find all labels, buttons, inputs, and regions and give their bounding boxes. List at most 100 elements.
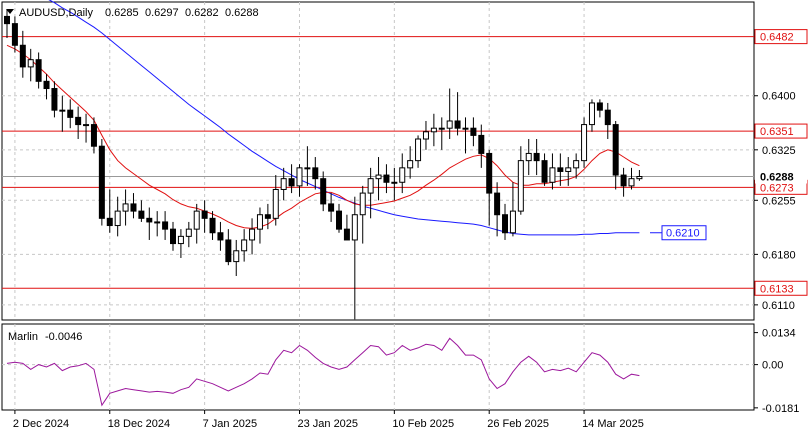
level-label: 0.6133 [760, 283, 794, 295]
candle-bear [35, 59, 42, 82]
candle-bear [138, 210, 145, 219]
candle-bull [367, 178, 374, 194]
candle-bull [525, 152, 532, 162]
candle-bear [604, 109, 611, 126]
indicator-value: -0.0046 [45, 331, 82, 343]
ohlc-low: 0.6282 [185, 7, 219, 19]
candle-bear [557, 167, 564, 172]
candle-bear [19, 44, 26, 68]
time-tick-label: 14 Mar 2025 [582, 418, 644, 430]
candle-bull [177, 235, 184, 245]
candle-bear [343, 228, 350, 241]
candle-bear [312, 167, 319, 180]
time-axis: 2 Dec 2024 18 Dec 2024 7 Jan 2025 23 Jan 20… [13, 410, 644, 430]
candle-bear [146, 217, 153, 223]
candle-bull [83, 124, 90, 127]
candle-bull [636, 176, 643, 180]
candle-bear [383, 174, 390, 183]
level-label-box [754, 280, 808, 296]
level-label: 0.6351 [760, 126, 794, 138]
price-tick-label: 0.6110 [762, 300, 795, 312]
indicator-name: Marlin [8, 331, 38, 343]
candle-bull [407, 160, 414, 169]
candle-bull [249, 228, 256, 241]
ohlc-close: 0.6288 [225, 7, 259, 19]
candle-bull [391, 181, 398, 184]
current-price-box [755, 169, 807, 184]
candle-bull [549, 167, 556, 183]
price-pane [1, 1, 755, 321]
candle-bear [494, 192, 501, 216]
level-label-box [754, 123, 808, 139]
candle-bull [122, 203, 129, 212]
candle-bull [588, 102, 595, 126]
candle-bear [486, 152, 493, 194]
candle-bear [612, 124, 619, 176]
candle-bear [170, 228, 177, 245]
candle-bull [256, 214, 263, 230]
grid-layer [2, 2, 754, 410]
candle-bull [272, 188, 279, 219]
candle-bear [328, 203, 335, 212]
price-tick-label: 0.6255 [762, 195, 796, 207]
price-tick-label: 0.6325 [762, 145, 796, 157]
symbol-name: AUDUSD,Daily [19, 7, 93, 19]
indicator-tick-label: 0.0134 [762, 328, 796, 340]
candle-bear [162, 221, 169, 230]
candle-bear [596, 102, 603, 111]
candle-bear [533, 152, 540, 162]
candle-bull [399, 167, 406, 183]
candle-bull [351, 214, 358, 241]
candle-bear [288, 178, 295, 187]
candlesticks [4, 9, 643, 320]
time-tick-label: 23 Jan 2025 [297, 418, 358, 430]
candle-bull [233, 250, 240, 263]
current-price-label: 0.6288 [760, 172, 794, 184]
level-label: 0.6273 [760, 182, 794, 194]
candle-bull [415, 138, 422, 162]
time-tick-label: 7 Jan 2025 [203, 418, 257, 430]
candle-bear [502, 214, 509, 234]
ma-slow-label: 0.6210 [666, 228, 700, 240]
candle-bear [225, 239, 232, 263]
candle-bull [185, 228, 192, 237]
candle-bull [241, 239, 248, 252]
price-tick-label: 0.6180 [762, 249, 796, 261]
candle-bear [264, 214, 271, 219]
level-label-box [754, 29, 808, 45]
time-tick-label: 18 Dec 2024 [108, 418, 170, 430]
indicator-pane [1, 323, 755, 411]
marlin-series [6, 337, 640, 407]
candle-bull [581, 124, 588, 162]
candle-bear [209, 217, 216, 234]
candle-bull [509, 210, 516, 234]
candle-bull [296, 167, 303, 187]
candle-bull [375, 174, 382, 180]
candle-bull [446, 120, 453, 129]
candle-bull [59, 109, 66, 112]
candle-bear [43, 80, 50, 90]
candle-bear [201, 210, 208, 219]
candle-bull [114, 210, 121, 227]
candle-bull [565, 167, 572, 172]
candle-bear [478, 134, 485, 154]
price-axis: 0.6400 0.6325 0.6255 0.6180 0.6110 0.0134 0.00… [754, 91, 799, 415]
symbol-header[interactable]: AUDUSD,Daily 0.6285 0.6297 0.6282 0.6288 [6, 7, 259, 19]
candle-bull [462, 127, 469, 130]
candle-bear [336, 210, 343, 230]
candle-bull [304, 167, 311, 170]
chevron-down-icon[interactable] [6, 9, 14, 14]
candle-bear [90, 124, 97, 147]
candle-bear [106, 217, 113, 227]
candle-bull [573, 160, 580, 169]
candle-bear [51, 88, 58, 111]
price-labels: 0.6482 0.6351 0.6273 0.6133 0.6288 0.6210 [650, 29, 808, 296]
candle-bull [438, 127, 445, 130]
time-tick-label: 2 Dec 2024 [13, 418, 69, 430]
ma-slow-label-box [661, 225, 707, 241]
indicator-tick-label: -0.0181 [762, 403, 799, 415]
candle-bear [130, 203, 137, 212]
indicator-tick-label: 0.00 [762, 360, 783, 372]
candle-bear [454, 120, 461, 129]
